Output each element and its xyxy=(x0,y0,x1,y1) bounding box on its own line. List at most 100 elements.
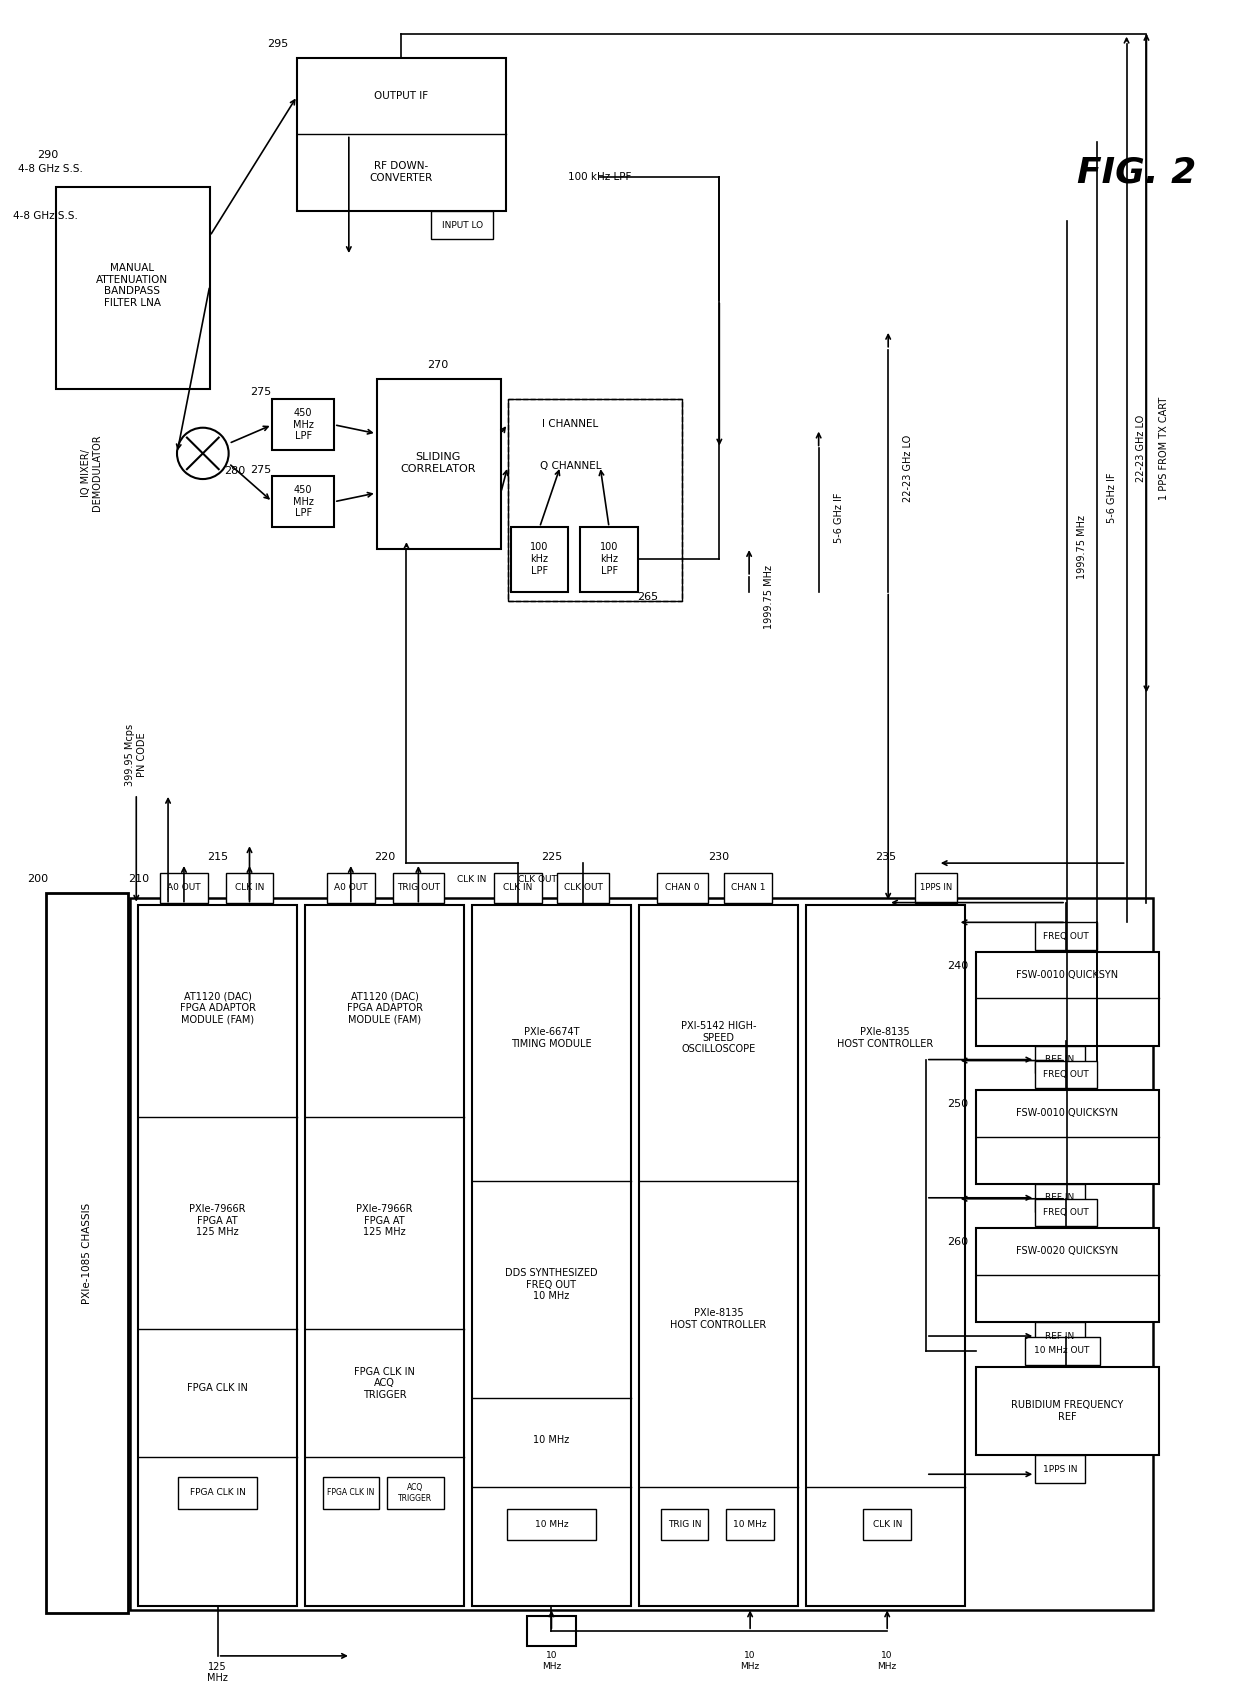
Text: DDS SYNTHESIZED
FREQ OUT
10 MHz: DDS SYNTHESIZED FREQ OUT 10 MHz xyxy=(505,1269,598,1301)
Text: CLK OUT: CLK OUT xyxy=(518,876,557,884)
Bar xyxy=(1035,923,1096,950)
Bar xyxy=(1035,1323,1085,1350)
Text: CHAN 1: CHAN 1 xyxy=(730,884,765,892)
Bar xyxy=(657,872,708,903)
Bar xyxy=(273,476,334,528)
Text: MANUAL
ATTENUATION
BANDPASS
FILTER LNA: MANUAL ATTENUATION BANDPASS FILTER LNA xyxy=(97,263,169,309)
Text: 5-6 GHz IF: 5-6 GHz IF xyxy=(833,493,843,543)
Bar xyxy=(327,872,374,903)
Bar xyxy=(387,1478,444,1508)
Text: PXIe-7966R
FPGA AT
125 MHz: PXIe-7966R FPGA AT 125 MHz xyxy=(190,1205,246,1237)
Text: 399.95 Mcps
PN CODE: 399.95 Mcps PN CODE xyxy=(125,724,148,786)
Text: FREQ OUT: FREQ OUT xyxy=(1043,1070,1089,1080)
Bar xyxy=(46,892,128,1613)
Text: 1999.75 MHz: 1999.75 MHz xyxy=(764,565,774,629)
Text: TRIG IN: TRIG IN xyxy=(668,1520,702,1528)
Text: OUTPUT IF: OUTPUT IF xyxy=(374,91,429,101)
Bar xyxy=(56,187,210,390)
Text: 450
MHz
LPF: 450 MHz LPF xyxy=(293,486,314,518)
Bar xyxy=(432,211,492,240)
Text: 22-23 GHz LO: 22-23 GHz LO xyxy=(1137,415,1147,482)
Text: PXI-5142 HIGH-
SPEED
OSCILLOSCOPE: PXI-5142 HIGH- SPEED OSCILLOSCOPE xyxy=(681,1021,756,1054)
Text: 250: 250 xyxy=(947,1098,968,1108)
Text: 275: 275 xyxy=(249,466,272,476)
Text: PXIe-1085 CHASSIS: PXIe-1085 CHASSIS xyxy=(82,1203,92,1304)
Text: 280: 280 xyxy=(224,466,246,476)
Bar xyxy=(1035,1199,1096,1226)
Bar xyxy=(727,1508,774,1540)
Text: 4-8 GHz S.S.: 4-8 GHz S.S. xyxy=(14,211,78,221)
Text: PXIe-8135
HOST CONTROLLER: PXIe-8135 HOST CONTROLLER xyxy=(837,1027,934,1049)
Text: AT1120 (DAC)
FPGA ADAPTOR
MODULE (FAM): AT1120 (DAC) FPGA ADAPTOR MODULE (FAM) xyxy=(180,992,255,1024)
Text: 220: 220 xyxy=(374,852,396,862)
Text: IQ MIXER/
DEMODULATOR: IQ MIXER/ DEMODULATOR xyxy=(81,435,103,511)
Text: 1999.75 MHz: 1999.75 MHz xyxy=(1076,515,1087,579)
Text: 270: 270 xyxy=(428,359,449,369)
Bar xyxy=(1035,1046,1085,1073)
Bar xyxy=(558,872,609,903)
Text: AT1120 (DAC)
FPGA ADAPTOR
MODULE (FAM): AT1120 (DAC) FPGA ADAPTOR MODULE (FAM) xyxy=(347,992,423,1024)
Text: 450
MHz
LPF: 450 MHz LPF xyxy=(293,408,314,442)
Text: 295: 295 xyxy=(267,39,288,49)
Text: 10
MHz: 10 MHz xyxy=(740,1652,760,1670)
Text: CLK IN: CLK IN xyxy=(503,884,532,892)
Text: FREQ OUT: FREQ OUT xyxy=(1043,931,1089,941)
Bar xyxy=(1035,1456,1085,1483)
Text: 260: 260 xyxy=(947,1237,968,1247)
Text: 10 MHz: 10 MHz xyxy=(534,1520,568,1528)
Bar xyxy=(160,872,208,903)
Bar xyxy=(976,1366,1159,1456)
Bar xyxy=(507,1508,596,1540)
Bar xyxy=(806,904,965,1606)
Text: FIG. 2: FIG. 2 xyxy=(1076,155,1197,189)
Bar xyxy=(507,400,682,602)
Bar xyxy=(511,528,568,592)
Bar xyxy=(863,1508,911,1540)
Text: FSW-0010 QUICKSYN: FSW-0010 QUICKSYN xyxy=(1016,1108,1118,1118)
Text: FPGA CLK IN
ACQ
TRIGGER: FPGA CLK IN ACQ TRIGGER xyxy=(355,1366,415,1400)
Bar xyxy=(472,904,631,1606)
Text: 230: 230 xyxy=(708,852,729,862)
Bar xyxy=(305,904,464,1606)
Text: A0 OUT: A0 OUT xyxy=(334,884,367,892)
Text: FPGA CLK IN: FPGA CLK IN xyxy=(187,1383,248,1393)
Text: A0 OUT: A0 OUT xyxy=(167,884,201,892)
Text: REF IN: REF IN xyxy=(1045,1331,1075,1341)
Text: 100
kHz
LPF: 100 kHz LPF xyxy=(600,543,619,575)
Bar xyxy=(138,904,298,1606)
Text: 275: 275 xyxy=(249,388,272,396)
Text: 215: 215 xyxy=(207,852,228,862)
Text: 1 PPS FROM TX CART: 1 PPS FROM TX CART xyxy=(1159,396,1169,499)
Bar xyxy=(580,528,637,592)
Text: TRIG OUT: TRIG OUT xyxy=(397,884,440,892)
Text: PXIe-7966R
FPGA AT
125 MHz: PXIe-7966R FPGA AT 125 MHz xyxy=(356,1205,413,1237)
Text: SLIDING
CORRELATOR: SLIDING CORRELATOR xyxy=(401,452,476,474)
Bar xyxy=(1035,1184,1085,1211)
Text: FPGA CLK IN: FPGA CLK IN xyxy=(327,1488,374,1498)
Text: PXIe-8135
HOST CONTROLLER: PXIe-8135 HOST CONTROLLER xyxy=(670,1309,766,1329)
Text: FPGA CLK IN: FPGA CLK IN xyxy=(190,1488,246,1498)
Text: 225: 225 xyxy=(541,852,562,862)
Text: Q CHANNEL: Q CHANNEL xyxy=(539,461,601,471)
Bar xyxy=(494,872,542,903)
Text: 290: 290 xyxy=(37,150,58,160)
Text: FREQ OUT: FREQ OUT xyxy=(1043,1208,1089,1216)
Text: 1PPS IN: 1PPS IN xyxy=(1043,1464,1078,1474)
Text: 100 kHz LPF: 100 kHz LPF xyxy=(568,172,632,182)
Text: CLK OUT: CLK OUT xyxy=(564,884,603,892)
Text: CHAN 0: CHAN 0 xyxy=(666,884,699,892)
Text: FSW-0020 QUICKSYN: FSW-0020 QUICKSYN xyxy=(1016,1247,1118,1257)
Text: 200: 200 xyxy=(27,874,48,884)
Bar xyxy=(226,872,273,903)
Bar xyxy=(507,400,682,602)
Text: 1PPS IN: 1PPS IN xyxy=(920,884,952,892)
Text: 4-8 GHz S.S.: 4-8 GHz S.S. xyxy=(19,164,83,174)
Bar xyxy=(976,1090,1159,1184)
Text: 240: 240 xyxy=(947,962,968,970)
Text: 210: 210 xyxy=(128,874,149,884)
Bar xyxy=(130,897,1153,1611)
Text: ACQ
TRIGGER: ACQ TRIGGER xyxy=(398,1483,433,1503)
Text: 10
MHz: 10 MHz xyxy=(878,1652,897,1670)
Text: 10
MHz: 10 MHz xyxy=(542,1652,560,1670)
Text: 10 MHz OUT: 10 MHz OUT xyxy=(1034,1346,1090,1355)
